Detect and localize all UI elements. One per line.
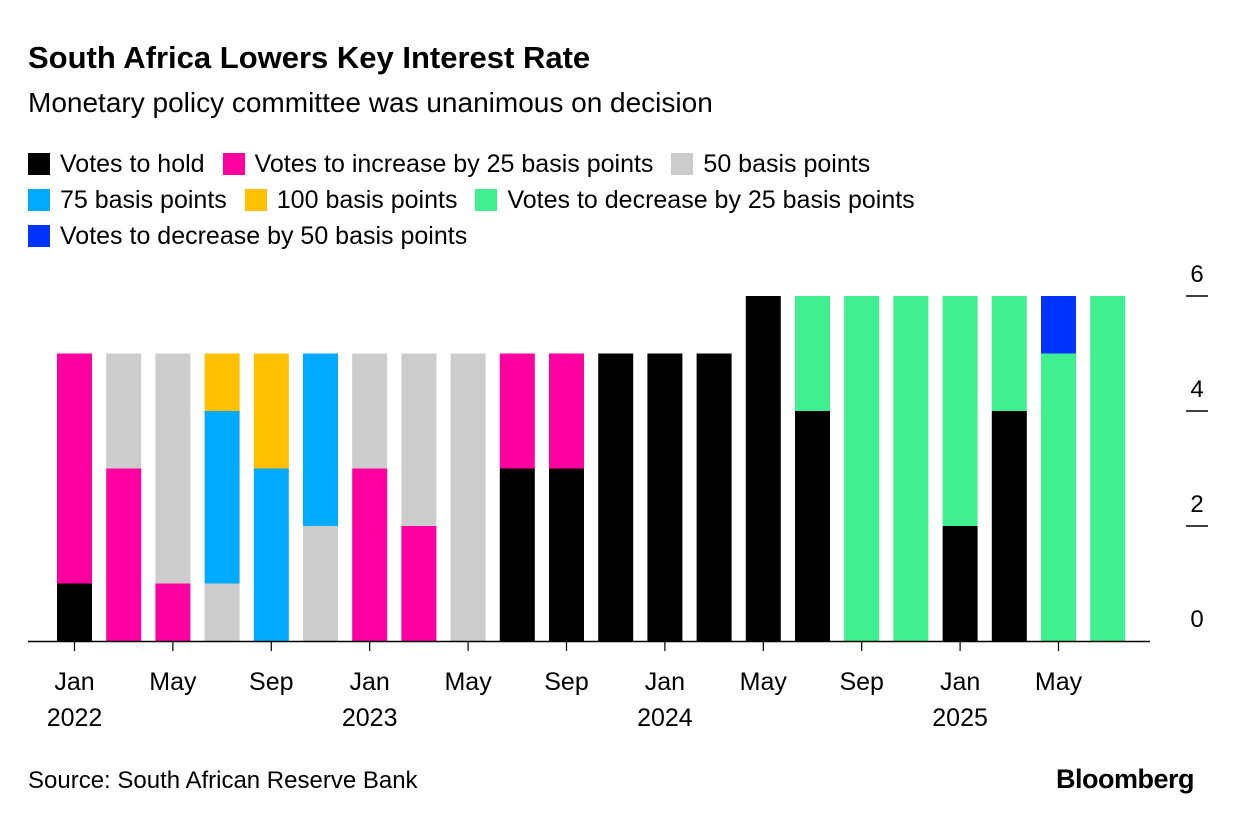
x-tick-label: Jan — [54, 668, 94, 696]
legend-label: 50 basis points — [703, 149, 871, 178]
legend-item: Votes to decrease by 25 basis points — [475, 185, 915, 215]
x-tick-year-label: 2025 — [932, 704, 988, 732]
x-tick-label: Sep — [839, 668, 883, 696]
legend-item: Votes to increase by 25 basis points — [222, 149, 654, 179]
legend-row: Votes to decrease by 50 basis points — [28, 218, 1208, 254]
bar-segment — [991, 411, 1027, 641]
source-note: Source: South African Reserve Bank — [28, 767, 418, 794]
legend-item: Votes to decrease by 50 basis points — [28, 222, 467, 251]
x-tick-year-label: 2022 — [47, 704, 103, 732]
legend-item: 75 basis points — [28, 186, 227, 215]
legend-swatch — [28, 153, 50, 175]
chart-title: South Africa Lowers Key Interest Rate — [28, 40, 591, 75]
legend-swatch — [475, 189, 498, 211]
bar-segment — [57, 583, 92, 641]
bar-segment — [942, 526, 978, 641]
y-tick-label: 2 — [1190, 491, 1203, 518]
legend-label: Votes to decrease by 25 basis points — [507, 185, 915, 214]
bar-segment — [155, 583, 191, 641]
bar-segment — [401, 353, 437, 526]
bloomberg-logo: Bloomberg — [1055, 764, 1195, 794]
y-tick-label: 4 — [1190, 376, 1203, 403]
bar-segment — [795, 411, 830, 641]
x-tick-label: Jan — [940, 668, 980, 696]
x-tick-label: Sep — [544, 668, 588, 696]
bar-segment — [696, 353, 732, 641]
bar-segment — [204, 411, 240, 584]
legend-item: Votes to hold — [28, 150, 205, 179]
bar-segment — [598, 353, 634, 641]
bar-segment — [942, 296, 978, 526]
x-tick-year-label: 2024 — [637, 704, 693, 732]
x-tick-label: May — [740, 668, 788, 696]
x-tick-label: Jan — [645, 668, 685, 696]
legend-swatch — [671, 153, 694, 175]
bar-segment — [745, 296, 781, 641]
legend-swatch — [222, 153, 245, 175]
legend-item: 100 basis points — [244, 185, 458, 215]
x-tick-label: May — [444, 668, 492, 696]
x-tick-year-label: 2023 — [342, 704, 398, 732]
legend-label: 75 basis points — [60, 185, 227, 214]
bar-segment — [106, 468, 142, 641]
legend: Votes to hold Votes to increase by 25 bas… — [28, 146, 1208, 254]
bar-segment — [106, 353, 142, 469]
x-tick-label: Sep — [249, 668, 293, 696]
bar-segment — [1041, 296, 1076, 354]
y-tick-label: 6 — [1190, 261, 1203, 288]
legend-swatch — [244, 189, 267, 211]
bar-segment — [1041, 353, 1076, 641]
bar-segment — [57, 353, 92, 584]
legend-row: Votes to hold Votes to increase by 25 bas… — [28, 146, 1208, 182]
legend-swatch — [28, 225, 50, 247]
bar-segment — [303, 526, 338, 641]
bar-segment — [352, 353, 388, 469]
bar-segment — [893, 296, 929, 641]
x-tick-label: May — [1035, 668, 1083, 696]
bar-segment — [401, 526, 437, 641]
chart-subtitle: Monetary policy committee was unanimous … — [28, 87, 713, 118]
bar-segment — [253, 353, 289, 469]
bar-segment — [1090, 296, 1126, 641]
bar-segment — [352, 468, 388, 641]
x-tick-label: Jan — [350, 668, 390, 696]
x-tick-label: May — [149, 668, 197, 696]
bar-segment — [499, 353, 535, 469]
legend-label: Votes to hold — [60, 149, 205, 178]
legend-item: 50 basis points — [671, 150, 870, 179]
legend-swatch — [28, 189, 50, 211]
y-tick-label: 0 — [1190, 606, 1203, 633]
bar-segment — [647, 353, 683, 641]
legend-label: Votes to decrease by 50 basis points — [60, 221, 468, 250]
bar-segment — [844, 296, 880, 641]
bar-segment — [204, 583, 240, 641]
bar-segment — [795, 296, 830, 411]
bar-segment — [499, 468, 535, 641]
bar-segment — [549, 468, 584, 641]
legend-row: 75 basis points 100 basis points Votes to … — [28, 182, 1208, 218]
bar-segment — [155, 353, 191, 584]
bar-segment — [450, 353, 486, 641]
bar-segment — [991, 296, 1027, 411]
legend-label: Votes to increase by 25 basis points — [254, 149, 654, 178]
bar-segment — [253, 468, 289, 641]
bar-segment — [204, 353, 240, 411]
legend-label: 100 basis points — [276, 185, 458, 214]
bar-segment — [549, 353, 584, 469]
bar-segment — [303, 353, 338, 526]
